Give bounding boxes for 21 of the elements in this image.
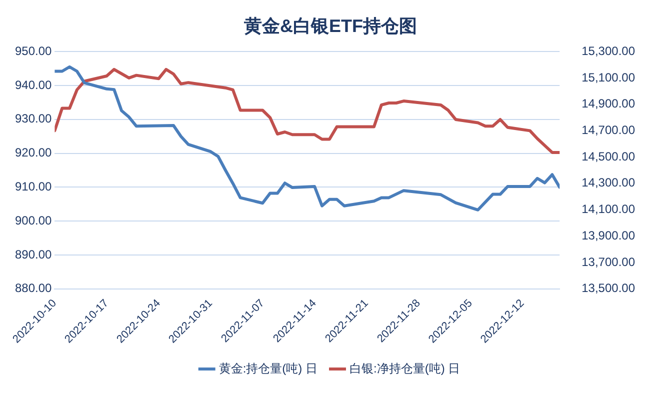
y2-tick-label: 13,900.00 — [582, 228, 636, 242]
chart-title: 黄金&白银ETF持仓图 — [243, 16, 417, 36]
y-tick-label: 920.00 — [15, 146, 52, 160]
y-tick-label: 900.00 — [15, 213, 52, 228]
y2-tick-label: 14,500.00 — [582, 149, 636, 164]
y2-tick-label: 15,300.00 — [582, 44, 636, 58]
y-tick-label: 940.00 — [15, 78, 52, 92]
y2-tick-label: 13,700.00 — [582, 254, 636, 269]
y2-tick-label: 15,100.00 — [582, 70, 636, 84]
y2-tick-label: 14,100.00 — [582, 202, 636, 216]
y-tick-label: 880.00 — [15, 281, 52, 296]
y2-tick-label: 13,500.00 — [582, 281, 636, 296]
y2-tick-label: 14,900.00 — [582, 96, 636, 111]
legend-label: 白银:净持仓量(吨) 日 — [350, 361, 460, 376]
y-tick-label: 950.00 — [15, 44, 52, 58]
y-tick-label: 930.00 — [15, 112, 52, 126]
y-tick-label: 890.00 — [15, 247, 52, 262]
y2-tick-label: 14,300.00 — [582, 176, 636, 190]
legend-label: 黄金:持仓量(吨) 日 — [218, 361, 318, 376]
y-tick-label: 910.00 — [15, 180, 52, 194]
y2-tick-label: 14,700.00 — [582, 123, 636, 138]
